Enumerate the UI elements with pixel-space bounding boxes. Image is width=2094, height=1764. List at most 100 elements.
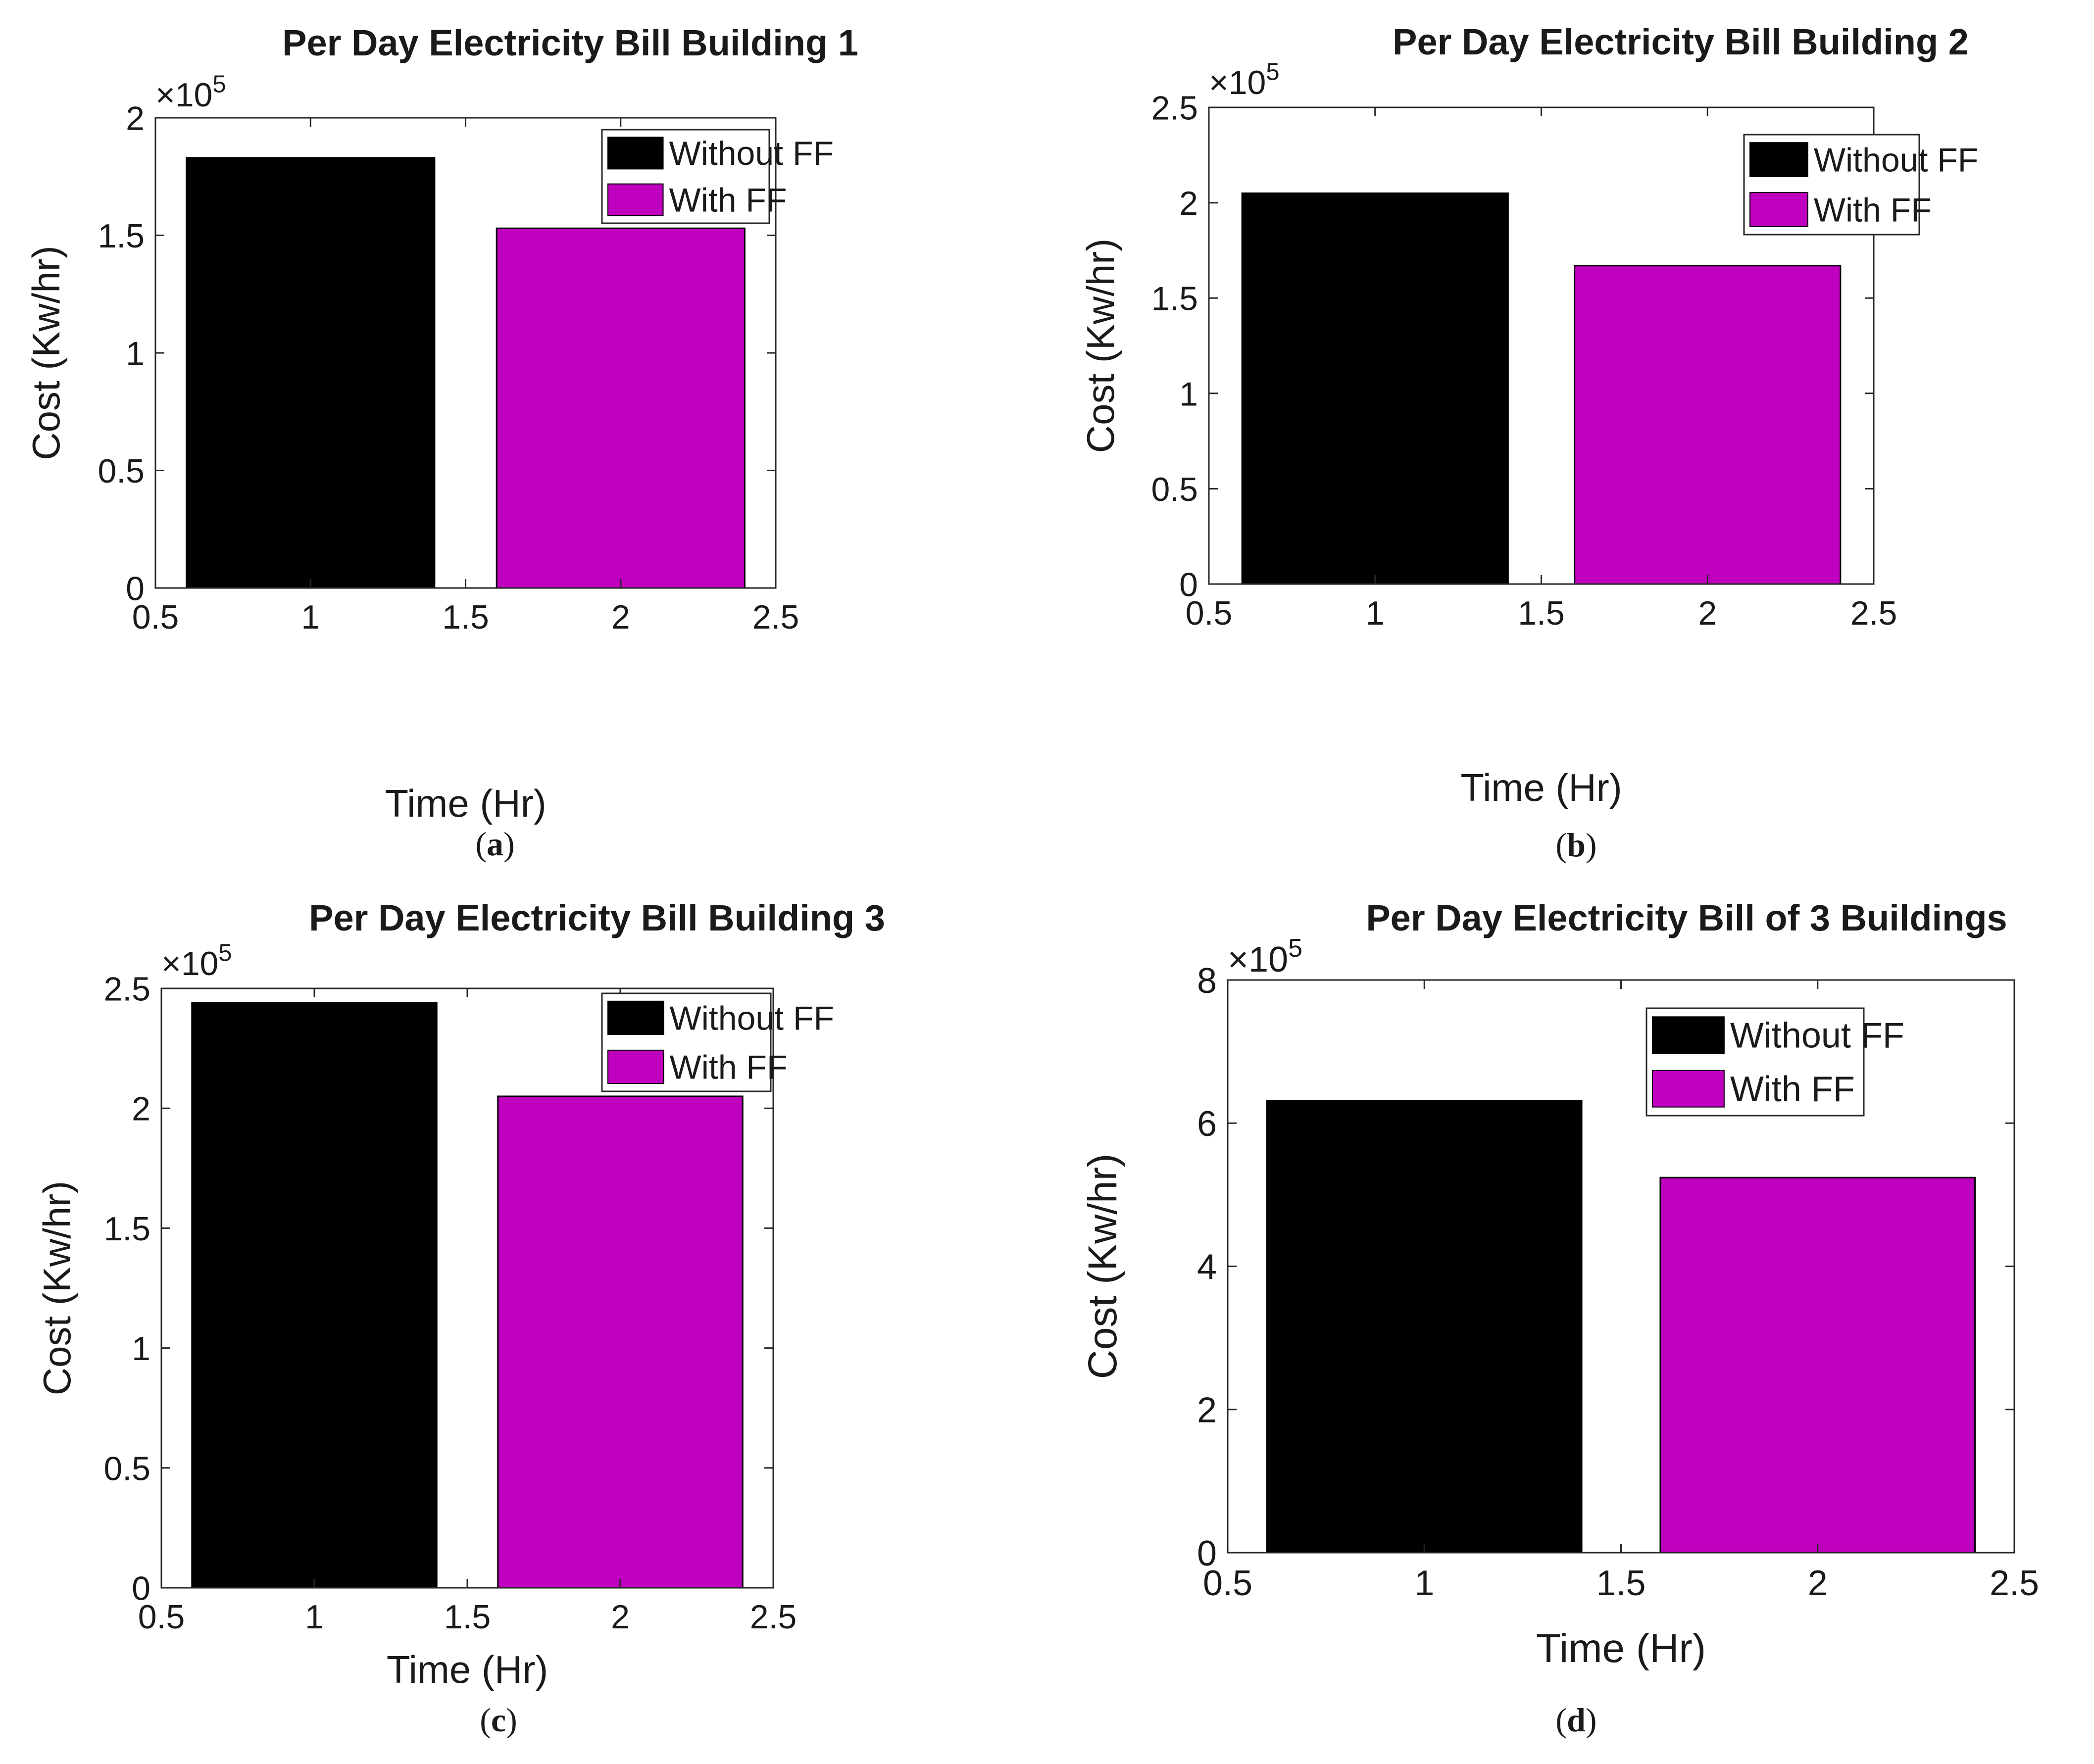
legend-swatch-without-ff <box>1652 1016 1725 1054</box>
chart-svg: 0.5 1 1.5 2 2.5 0 2 4 6 8 ×105 Per Day Electricity … <box>1080 897 2039 1739</box>
y-tick-label: 1.5 <box>103 1210 150 1248</box>
x-axis-label: Time (Hr) <box>387 1648 548 1691</box>
y-tick-label: 0.5 <box>103 1450 150 1487</box>
y-tick-label: 4 <box>1197 1247 1217 1287</box>
chart-title: Per Day Electricity Bill Building 2 <box>1393 21 1969 62</box>
y-tick-label: 2.5 <box>103 970 150 1008</box>
x-tick-label: 1 <box>301 598 320 636</box>
legend-swatch-without-ff <box>607 137 664 170</box>
y-tick-label: 0.5 <box>98 452 145 490</box>
axis-exponent-base: ×10 <box>155 76 212 114</box>
caption-letter: b <box>1567 826 1586 864</box>
caption-close-paren: ) <box>503 825 515 863</box>
axis-exponent: ×105 <box>1209 58 1280 101</box>
bar-with-ff <box>1574 265 1842 585</box>
panel-caption: (c) <box>480 1701 517 1739</box>
legend-swatch-without-ff <box>1749 142 1808 177</box>
bar-with-ff <box>496 227 746 589</box>
axis-exponent: ×105 <box>155 71 226 114</box>
y-tick-label: 2 <box>126 99 145 137</box>
x-tick-label: 2.5 <box>1990 1564 2039 1603</box>
x-tick-label: 2.5 <box>1850 594 1897 632</box>
x-tick-label: 2 <box>611 598 630 636</box>
y-tick-label: 1 <box>126 335 145 372</box>
legend-label: With FF <box>1730 1070 1855 1109</box>
bar-without-ff <box>1241 192 1509 585</box>
x-axis-label: Time (Hr) <box>1460 766 1622 809</box>
chart-panel-b: 0.5 1 1.5 2 2.5 0 0.5 1 1.5 2 2.5 ×105 Per Day Elect… <box>1047 0 2094 881</box>
x-tick-label: 2 <box>611 1598 630 1636</box>
y-tick-label: 1.5 <box>98 217 145 255</box>
bar-without-ff <box>186 157 436 589</box>
x-tick-label: 1.5 <box>1518 594 1565 632</box>
y-tick-label: 1 <box>1179 375 1198 413</box>
chart-title: Per Day Electricity Bill Building 1 <box>282 22 858 63</box>
caption-letter: d <box>1567 1701 1586 1739</box>
axis-exponent-power: 5 <box>1266 58 1279 85</box>
y-axis-label: Cost (Kw/hr) <box>1079 239 1122 453</box>
x-tick-label: 0.5 <box>1203 1564 1252 1603</box>
x-tick-label: 1 <box>1414 1564 1434 1603</box>
axis-exponent-power: 5 <box>218 939 232 966</box>
caption-close-paren: ) <box>1586 826 1597 864</box>
x-tick-label: 2 <box>1698 594 1717 632</box>
x-axis-label: Time (Hr) <box>385 782 546 825</box>
x-axis-label: Time (Hr) <box>1536 1626 1706 1671</box>
legend-swatch-without-ff <box>607 1000 664 1035</box>
axis-exponent: ×105 <box>161 939 232 982</box>
y-tick-label: 2 <box>1197 1391 1217 1430</box>
bar-with-ff <box>497 1095 744 1589</box>
chart-panel-c: 0.5 1 1.5 2 2.5 0 0.5 1 1.5 2 2.5 ×105 Per Day Elect… <box>0 881 1047 1762</box>
bar-with-ff <box>1659 1176 1976 1554</box>
x-tick-label: 2.5 <box>750 1598 797 1636</box>
y-axis-label: Cost (Kw/hr) <box>35 1181 79 1395</box>
axis-exponent-base: ×10 <box>161 945 218 982</box>
axis-exponent-base: ×10 <box>1209 64 1266 101</box>
axis-exponent: ×105 <box>1228 933 1302 980</box>
legend-label: Without FF <box>1730 1016 1904 1055</box>
legend-label: With FF <box>1814 191 1932 229</box>
caption-letter: c <box>491 1701 506 1739</box>
axis-exponent-base: ×10 <box>1228 940 1288 980</box>
legend-label: Without FF <box>1814 141 1979 179</box>
y-tick-label: 2 <box>132 1090 150 1128</box>
y-tick-label: 0 <box>1197 1534 1217 1573</box>
chart-panel-d: 0.5 1 1.5 2 2.5 0 2 4 6 8 ×105 Per Day Electricity … <box>1047 881 2094 1762</box>
legend-label: Without FF <box>670 999 835 1037</box>
x-tick-label: 0.5 <box>1186 594 1233 632</box>
caption-open-paren: ( <box>480 1701 491 1739</box>
chart-title: Per Day Electricity Bill Building 3 <box>309 897 885 938</box>
y-axis-label: Cost (Kw/hr) <box>1080 1154 1125 1379</box>
y-tick-label: 0 <box>132 1569 150 1607</box>
caption-open-paren: ( <box>1555 1701 1567 1739</box>
legend-swatch-with-ff <box>607 1049 664 1084</box>
y-tick-label: 0 <box>126 570 145 607</box>
y-tick-label: 1 <box>132 1330 150 1368</box>
caption-close-paren: ) <box>1586 1701 1597 1739</box>
legend-label: With FF <box>669 182 787 219</box>
caption-letter: a <box>487 825 503 863</box>
x-tick-label: 1 <box>305 1598 324 1636</box>
chart-title: Per Day Electricity Bill of 3 Buildings <box>1366 897 2007 938</box>
x-tick-label: 1.5 <box>444 1598 491 1636</box>
y-tick-label: 0.5 <box>1151 471 1198 508</box>
y-tick-label: 2 <box>1179 185 1198 222</box>
x-tick-label: 1 <box>1366 594 1385 632</box>
bar-without-ff <box>191 1002 438 1589</box>
caption-close-paren: ) <box>506 1701 517 1739</box>
x-tick-label: 0.5 <box>138 1598 185 1636</box>
x-tick-label: 1.5 <box>442 598 489 636</box>
legend-swatch-with-ff <box>1749 192 1808 227</box>
x-tick-label: 0.5 <box>132 598 179 636</box>
x-tick-label: 2 <box>1808 1564 1828 1603</box>
panel-caption: (d) <box>1555 1701 1596 1739</box>
legend-label: Without FF <box>669 135 834 172</box>
legend-swatch-with-ff <box>1652 1070 1725 1108</box>
axis-exponent-power: 5 <box>1288 933 1302 962</box>
x-tick-label: 1.5 <box>1596 1564 1645 1603</box>
y-axis-label: Cost (Kw/hr) <box>24 245 68 460</box>
